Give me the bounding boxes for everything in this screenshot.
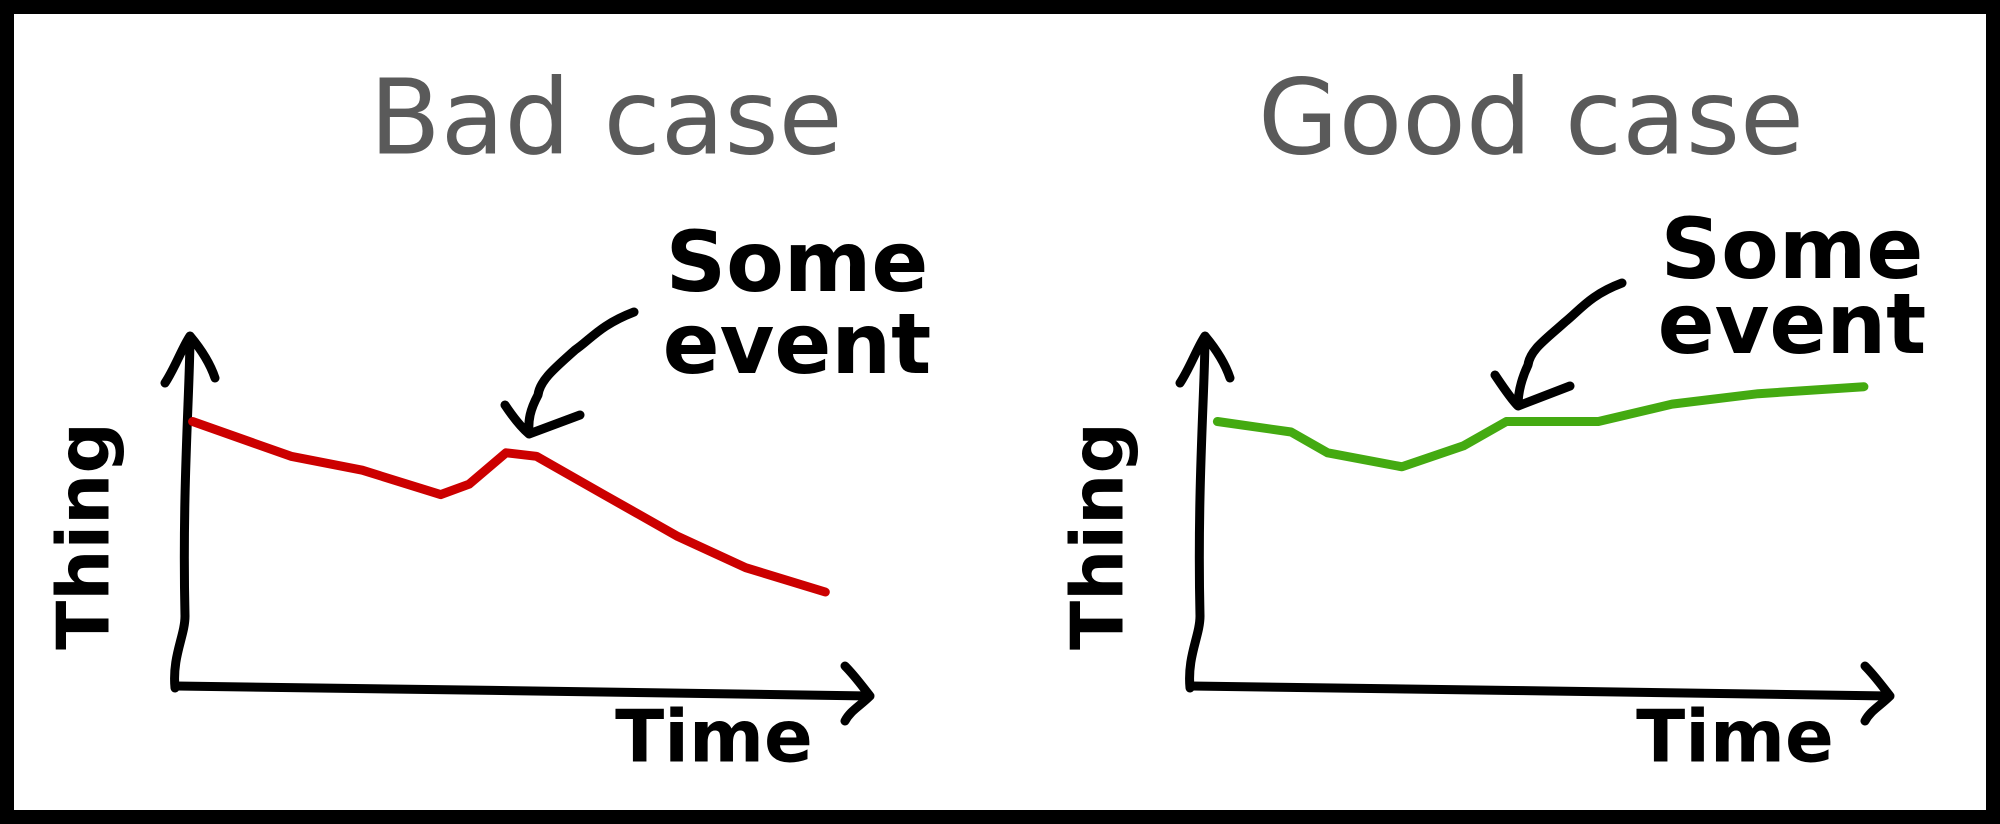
y-axis — [1175, 331, 1235, 693]
annotation: event — [1658, 275, 1927, 373]
chart-title: Bad case — [369, 56, 842, 178]
chart-title: Good case — [1258, 56, 1804, 178]
data-line — [1212, 382, 1869, 472]
annotation-arrow — [500, 307, 639, 439]
y-axis-label: Thing — [1056, 422, 1140, 650]
y-axis — [160, 331, 220, 693]
annotation: event — [663, 295, 932, 393]
x-axis — [1186, 661, 1895, 726]
data-line — [188, 417, 830, 597]
x-axis-label: Time — [1636, 695, 1834, 779]
annotation-arrow — [1490, 278, 1627, 411]
x-axis — [171, 661, 875, 726]
annotation: Some — [1661, 200, 1924, 298]
x-axis-label: Time — [615, 695, 813, 779]
y-axis-label: Thing — [42, 422, 126, 650]
annotation: Some — [666, 213, 929, 311]
